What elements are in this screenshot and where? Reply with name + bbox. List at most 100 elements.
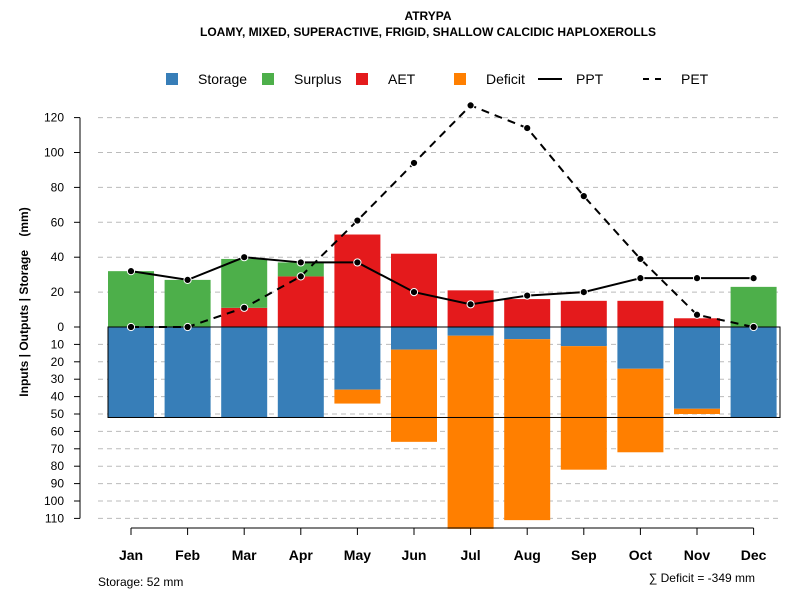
pet-point: [126, 322, 136, 332]
surplus-bar: [730, 286, 777, 327]
pet-point: [409, 158, 419, 168]
storage-bar: [277, 327, 324, 418]
deficit-note: ∑ Deficit = -349 mm: [649, 571, 755, 585]
ppt-point: [409, 288, 419, 297]
x-tick-label: Jul: [460, 547, 480, 563]
y-tick-label: 60: [51, 215, 65, 229]
deficit-bar: [674, 408, 720, 414]
y-tick-label: 10: [51, 337, 65, 351]
ppt-point: [466, 300, 475, 309]
legend-swatch: [356, 73, 368, 85]
deficit-bar: [447, 335, 494, 529]
pet-point: [183, 322, 192, 332]
legend-label: Surplus: [294, 71, 341, 87]
y-tick-label: 100: [44, 494, 64, 508]
gridlines: [98, 117, 780, 519]
legend-item: Surplus: [262, 71, 341, 87]
ppt-point: [126, 267, 136, 276]
storage-bar: [164, 327, 211, 418]
deficit-bar: [504, 339, 551, 521]
x-tick-label: Feb: [175, 547, 200, 563]
ppt-point: [692, 274, 702, 283]
deficit-bar: [617, 368, 664, 453]
y-tick-label: 50: [51, 407, 65, 421]
x-tick-label: Aug: [514, 547, 541, 563]
legend-swatch: [166, 73, 178, 85]
y-tick-label: 110: [45, 511, 64, 525]
storage-bar: [108, 327, 154, 418]
storage-bar: [674, 327, 720, 409]
pet-point: [296, 272, 305, 281]
storage-bar: [391, 327, 437, 350]
chart-subtitle: LOAMY, MIXED, SUPERACTIVE, FRIGID, SHALL…: [200, 25, 656, 39]
x-tick-label: Mar: [232, 547, 257, 563]
axes: 0 20 40 60 80 100 120 10 20 30 40 50 60 70 80 90 100 110 J…: [44, 111, 767, 563]
pet-point: [353, 216, 362, 225]
lines: [126, 101, 758, 332]
ppt-point: [296, 258, 305, 267]
ppt-point: [353, 258, 362, 267]
pet-point: [749, 322, 758, 332]
x-tick-label: Nov: [684, 547, 711, 563]
ppt-point: [749, 274, 758, 283]
storage-box: [107, 326, 781, 418]
legend-label: PET: [681, 71, 709, 87]
storage-bar: [617, 327, 664, 369]
legend-item: AET: [356, 71, 416, 87]
legend-label: Storage: [198, 71, 247, 87]
x-tick-label: Jan: [119, 547, 143, 563]
x-tick-label: Dec: [741, 547, 767, 563]
y-tick-label: 70: [51, 442, 65, 456]
y-tick-label: 0: [57, 320, 64, 334]
storage-bar: [221, 327, 268, 418]
ppt-point: [183, 275, 192, 284]
pet-point: [579, 192, 588, 201]
pet-point: [523, 123, 532, 133]
deficit-bar: [391, 349, 437, 442]
ppt-point: [579, 288, 588, 297]
storage-bar: [334, 327, 381, 390]
aet-bar: [504, 299, 551, 327]
storage-bar: [447, 327, 494, 336]
x-tick-label: Apr: [289, 547, 314, 563]
y-tick-label: 60: [51, 424, 65, 438]
ppt-line: [130, 256, 754, 306]
legend-label: PPT: [576, 71, 604, 87]
legend-label: AET: [388, 71, 416, 87]
y-tick-label: 30: [51, 372, 65, 386]
y-tick-label: 40: [51, 390, 65, 404]
legend: Storage Surplus AET Deficit PPT PET: [166, 71, 709, 87]
y-tick-label: 120: [44, 111, 64, 125]
pet-line: [131, 104, 754, 328]
y-tick-label: 20: [51, 355, 65, 369]
pet-point: [466, 101, 475, 110]
aet-bar: [674, 318, 720, 327]
y-tick-label: 20: [51, 285, 65, 299]
aet-bar: [617, 300, 664, 327]
storage-note: Storage: 52 mm: [98, 575, 183, 589]
ppt-point: [636, 274, 645, 283]
legend-item: Deficit: [454, 71, 525, 87]
pet-point: [240, 303, 249, 312]
y-axis-label: Inputs | Outputs | Storage (mm): [17, 207, 31, 396]
x-tick-label: Sep: [571, 547, 597, 563]
legend-swatch: [262, 73, 274, 85]
y-tick-label: 90: [51, 477, 65, 491]
deficit-bar: [334, 389, 381, 404]
aet-bar: [277, 276, 324, 327]
x-tick-label: May: [344, 547, 371, 563]
ppt-point: [240, 253, 249, 262]
y-tick-label: 100: [44, 146, 64, 160]
aet-bar: [334, 234, 381, 327]
aet-bar: [560, 300, 607, 327]
storage-bar: [730, 327, 777, 418]
surplus-bar: [221, 258, 268, 308]
storage-bar: [560, 327, 607, 347]
x-tick-label: Oct: [629, 547, 653, 563]
legend-item: Storage: [166, 71, 247, 87]
legend-label: Deficit: [486, 71, 525, 87]
y-tick-label: 80: [51, 180, 65, 194]
ppt-point: [523, 291, 532, 300]
x-tick-label: Jun: [402, 547, 427, 563]
